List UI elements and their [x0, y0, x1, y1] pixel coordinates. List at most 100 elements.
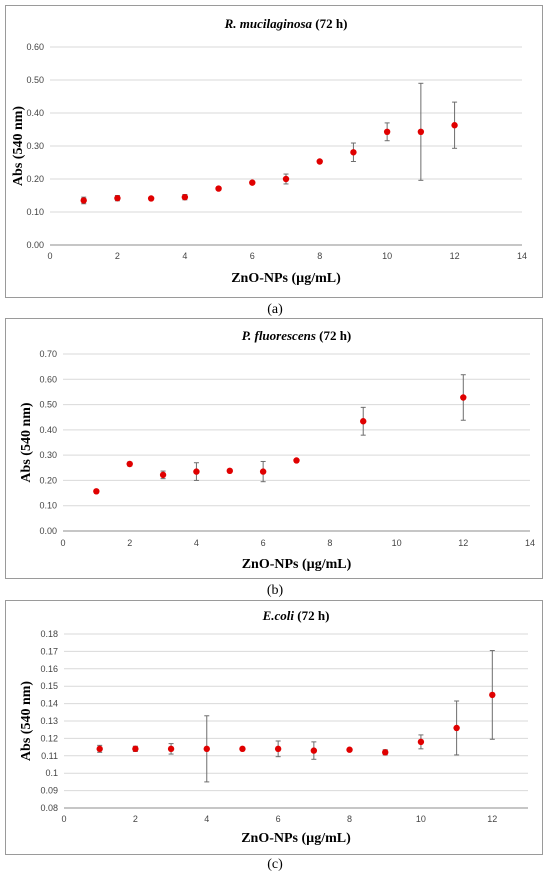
x-tick-label: 0 [60, 538, 65, 548]
y-axis-label: Abs (540 nm) [11, 106, 26, 186]
x-tick-label: 8 [347, 814, 352, 824]
x-tick-label: 14 [525, 538, 535, 548]
data-point [132, 745, 139, 753]
chart-title-time: (72 h) [316, 328, 351, 343]
data-point [226, 467, 233, 475]
x-tick-label: 8 [317, 251, 322, 261]
data-point [147, 195, 155, 202]
x-tick-label: 4 [194, 538, 199, 548]
caption-a: (a) [267, 302, 283, 317]
x-tick-label: 2 [115, 251, 120, 261]
y-tick-label: 0.30 [26, 141, 44, 151]
y-tick-label: 0.13 [40, 716, 58, 726]
x-tick-label: 0 [61, 814, 66, 824]
data-point [114, 194, 121, 202]
y-tick-label: 0.50 [26, 75, 44, 85]
y-axis-label: Abs (540 nm) [19, 402, 34, 482]
x-tick-label: 4 [182, 251, 187, 261]
x-tick-label: 4 [204, 814, 209, 824]
x-tick-label: 10 [392, 538, 402, 548]
chart-title-time: (72 h) [312, 16, 347, 31]
data-point [453, 724, 460, 732]
y-tick-label: 0.40 [39, 425, 57, 435]
data-point [346, 746, 353, 753]
x-tick-label: 12 [458, 538, 468, 548]
data-point [316, 158, 323, 165]
data-point [203, 745, 210, 753]
y-tick-label: 0.11 [41, 751, 58, 761]
panel-c-frame [5, 600, 543, 855]
x-tick-label: 10 [382, 251, 392, 261]
data-point [310, 747, 318, 754]
x-tick-label: 12 [450, 251, 460, 261]
y-tick-label: 0.30 [39, 450, 57, 460]
data-point [282, 175, 290, 183]
y-tick-label: 0.14 [40, 699, 58, 709]
y-tick-label: 0.70 [39, 349, 57, 359]
y-tick-label: 0.08 [40, 803, 58, 813]
data-point [417, 738, 425, 746]
data-point [259, 468, 267, 475]
y-tick-label: 0.00 [39, 526, 57, 536]
y-tick-label: 0.17 [40, 646, 58, 656]
data-point [489, 691, 496, 699]
data-point [126, 460, 133, 468]
data-point [451, 122, 458, 129]
chart-title-time: (72 h) [294, 608, 329, 623]
chart-title-organism: R. mucilaginosa [224, 16, 313, 31]
y-tick-label: 0.40 [26, 108, 44, 118]
data-point [383, 128, 391, 136]
data-point [215, 185, 222, 192]
x-axis-label: ZnO-NPs (µg/mL) [241, 831, 351, 846]
panel-b-frame [5, 318, 543, 579]
y-tick-label: 0.50 [39, 400, 57, 410]
x-axis-label: ZnO-NPs (µg/mL) [242, 557, 352, 572]
data-point [96, 745, 103, 753]
y-tick-label: 0.20 [39, 475, 57, 485]
caption-c: (c) [267, 857, 283, 872]
data-point [239, 745, 246, 753]
data-point [382, 749, 389, 756]
x-tick-label: 10 [416, 814, 426, 824]
data-point [274, 745, 282, 753]
y-tick-label: 0.60 [39, 374, 57, 384]
chart-title-organism: E.coli [262, 608, 295, 623]
chart-title-organism: P. fluorescens [242, 328, 316, 343]
x-tick-label: 6 [250, 251, 255, 261]
data-point [159, 471, 167, 479]
y-tick-label: 0.09 [40, 786, 58, 796]
y-axis-label: Abs (540 nm) [19, 681, 34, 761]
data-point [360, 418, 367, 425]
y-tick-label: 0.16 [40, 664, 58, 674]
caption-b: (b) [266, 583, 284, 598]
y-tick-label: 0.12 [40, 733, 58, 743]
panel-a-frame [5, 5, 543, 298]
y-tick-label: 0.60 [26, 42, 44, 52]
y-tick-label: 0.1 [45, 768, 58, 778]
chart-title: P. fluorescens (72 h) [242, 328, 352, 343]
chart-b: 0.00 0.10 0.20 0.30 0.40 0.50 0.60 0.70 0 2 4 6 8 10 1… [19, 328, 535, 572]
data-point [460, 394, 467, 401]
data-point [167, 745, 175, 753]
y-tick-label: 0.15 [40, 681, 58, 691]
x-tick-label: 8 [327, 538, 332, 548]
chart-title: R. mucilaginosa (72 h) [224, 16, 348, 31]
data-point [350, 149, 357, 156]
chart-title: E.coli (72 h) [262, 608, 330, 623]
x-tick-label: 2 [133, 814, 138, 824]
data-point [417, 128, 425, 136]
chart-a: 0.00 0.10 0.20 0.30 0.40 0.50 0.60 0 2 4 6 8 10 12 14 R… [11, 16, 527, 286]
x-axis-label: ZnO-NPs (µg/mL) [231, 271, 341, 286]
data-point [293, 457, 300, 464]
y-tick-label: 0.10 [26, 207, 44, 217]
x-tick-label: 14 [517, 251, 527, 261]
y-tick-label: 0.10 [39, 501, 57, 511]
data-point [80, 197, 87, 204]
x-tick-label: 12 [487, 814, 497, 824]
data-point [181, 193, 189, 201]
x-tick-label: 0 [47, 251, 52, 261]
y-tick-label: 0.18 [40, 629, 58, 639]
data-point [249, 179, 256, 186]
y-tick-label: 0.00 [26, 240, 44, 250]
